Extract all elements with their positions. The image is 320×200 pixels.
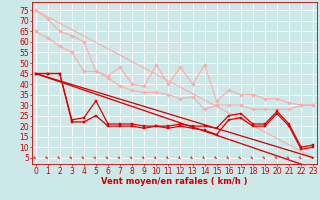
X-axis label: Vent moyen/en rafales ( km/h ): Vent moyen/en rafales ( km/h )	[101, 177, 248, 186]
